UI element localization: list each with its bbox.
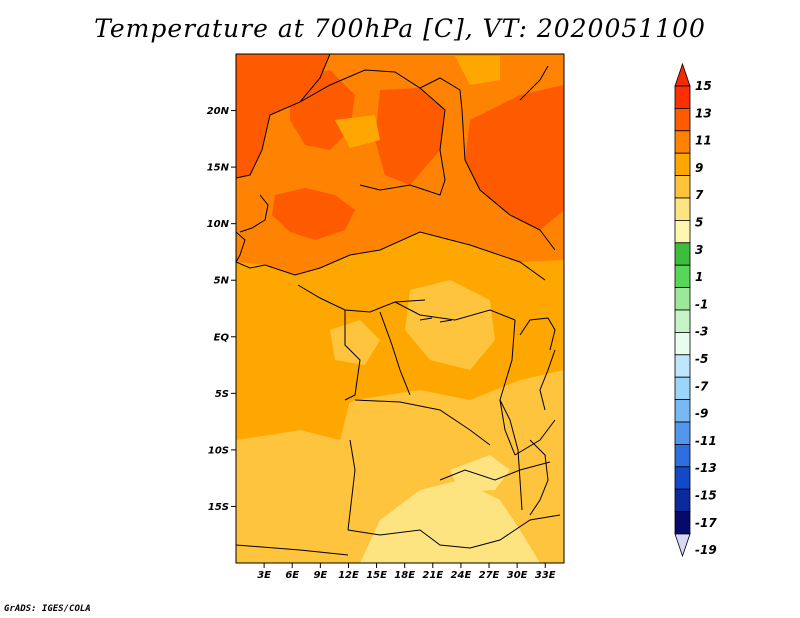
colorbar-label: -15	[695, 489, 717, 503]
colorbar-swatch	[674, 421, 691, 445]
colorbar-label: -19	[695, 543, 717, 557]
colorbar-label: -17	[695, 516, 717, 530]
colorbar-swatch	[674, 309, 691, 333]
colorbar-legend: 15 13 11 9 7 5 3 1 -1 -3 -5 -7 -9 -11 -13 -15 -17 -19	[674, 62, 717, 558]
colorbar-label: 13	[695, 106, 712, 120]
latitude-axis: 20N 15N 10N 5N EQ 5S 10S 15S	[207, 106, 236, 513]
lon-tick-label: 21E	[422, 570, 443, 581]
colorbar-top-arrow	[674, 62, 691, 87]
lon-tick-label: 24E	[451, 570, 472, 581]
lat-tick-label: 15S	[208, 502, 229, 513]
colorbar-swatch	[674, 219, 691, 244]
lat-tick-label: 20N	[207, 106, 230, 117]
colorbar-label: 7	[695, 188, 704, 202]
colorbar-swatch	[674, 376, 691, 401]
lat-tick-label: 5S	[215, 389, 229, 400]
map-title: Temperature at 700hPa [C], VT: 202005110…	[94, 14, 706, 43]
lon-tick-label: 33E	[535, 570, 556, 581]
colorbar-label: 5	[695, 216, 703, 230]
colorbar-swatch	[674, 130, 691, 154]
colorbar-label: -3	[695, 325, 708, 339]
plot-frame	[235, 53, 565, 564]
colorbar-swatch	[674, 242, 691, 266]
colorbar-swatch	[674, 331, 691, 356]
lat-tick-label: 15N	[207, 163, 230, 174]
colorbar-label: -11	[695, 434, 717, 448]
colorbar-swatch	[674, 511, 691, 535]
colorbar-swatch	[674, 443, 691, 468]
colorbar-swatch	[674, 108, 691, 132]
lon-tick-label: 12E	[338, 570, 359, 581]
colorbar-label: -7	[695, 379, 709, 393]
lat-tick-label: 5N	[214, 276, 230, 287]
lon-tick-label: 6E	[285, 570, 299, 581]
colorbar-swatch	[674, 287, 691, 311]
lat-tick-label: 10N	[207, 219, 230, 230]
colorbar-swatch	[674, 152, 691, 176]
lon-tick-label: 27E	[479, 570, 500, 581]
lon-tick-label: 18E	[394, 570, 415, 581]
lon-tick-label: 30E	[507, 570, 528, 581]
colorbar-swatch	[674, 466, 691, 490]
colorbar-bottom-arrow	[674, 533, 691, 558]
lat-tick-label: EQ	[214, 332, 230, 343]
country-borders	[236, 54, 561, 556]
lon-tick-label: 15E	[366, 570, 387, 581]
colorbar-swatch	[674, 399, 691, 423]
colorbar-swatch	[674, 264, 691, 289]
longitude-axis: 3E 6E 9E 12E 15E 18E 21E 24E 27E 30E 33E	[257, 563, 556, 581]
colorbar-label: -9	[695, 407, 708, 421]
colorbar-label: 15	[695, 79, 712, 93]
colorbar-label: 1	[695, 270, 703, 284]
colorbar-label: 11	[695, 134, 712, 148]
lon-tick-label: 3E	[257, 570, 271, 581]
lon-tick-label: 9E	[313, 570, 327, 581]
colorbar-label: -5	[695, 352, 708, 366]
colorbar-swatch	[674, 197, 691, 221]
lat-tick-label: 10S	[208, 445, 229, 456]
colorbar-swatch	[674, 85, 691, 109]
colorbar-label: 3	[695, 243, 703, 257]
colorbar-swatch	[674, 175, 691, 199]
colorbar-label: 9	[695, 161, 703, 175]
colorbar-label: -1	[695, 297, 708, 311]
temperature-field	[236, 54, 564, 563]
colorbar-swatch	[674, 488, 691, 513]
colorbar-label: -13	[695, 461, 717, 475]
colorbar-swatch	[674, 354, 691, 378]
grads-credit: GrADS: IGES/COLA	[4, 604, 91, 614]
